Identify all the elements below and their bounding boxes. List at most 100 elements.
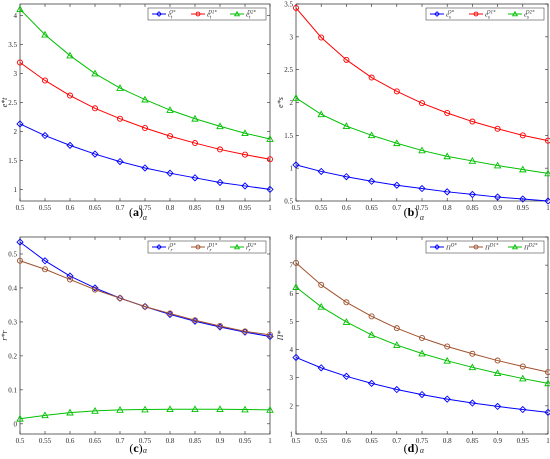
data-point [493, 193, 502, 201]
data-point [141, 405, 149, 413]
data-point [393, 385, 401, 394]
series-line [295, 286, 549, 384]
data-point [191, 140, 198, 147]
series-2 [16, 405, 274, 422]
data-point [318, 34, 325, 41]
legend-marker [195, 11, 201, 17]
series-line [19, 123, 271, 190]
plot-area [295, 3, 549, 202]
data-point [267, 156, 274, 163]
x-axis-label: α [143, 213, 148, 222]
legend-marker [233, 10, 241, 17]
y-tick-label: 0.1 [8, 386, 17, 394]
chart-panel-b: 0.5 0.55 0.6 0.65 0.7 0.75 0.8 0.85 0.9 0.95 1 0.5 1… [276, 1, 550, 222]
data-point [42, 266, 49, 273]
data-point [519, 363, 526, 370]
y-tick-label: 3 [14, 70, 18, 78]
data-point [166, 133, 173, 140]
data-point [266, 332, 274, 341]
data-point [342, 318, 351, 325]
chart-panel-c: 0.5 0.55 0.6 0.65 0.7 0.75 0.8 0.85 0.9 0.95 1 0 0.1… [0, 236, 274, 455]
y-tick-label: 1 [290, 431, 294, 439]
data-point [519, 165, 527, 173]
data-point [91, 105, 98, 112]
y-tick-label: 1.5 [8, 157, 17, 165]
data-point [241, 405, 249, 413]
legend-entry: esD1* [485, 11, 496, 21]
legend-box [425, 7, 545, 21]
legend-marker [511, 243, 519, 250]
y-tick-label: 3.5 [284, 1, 293, 9]
x-tick-label: 0.7 [116, 204, 125, 212]
data-point [292, 353, 300, 362]
data-point [468, 157, 477, 164]
y-tick-label: 0 [14, 420, 18, 428]
x-tick-label: 0.75 [139, 437, 152, 445]
data-point [317, 364, 325, 372]
data-point [66, 92, 73, 99]
data-point [469, 350, 476, 357]
data-point [393, 139, 401, 147]
series-0 [292, 161, 550, 205]
y-tick-label: 7 [290, 262, 294, 270]
x-tick-label: 0.55 [39, 204, 52, 212]
x-tick-label: 0.95 [517, 437, 530, 445]
data-point [66, 51, 74, 59]
series-1 [17, 59, 274, 163]
data-point [216, 322, 223, 329]
legend-entry: rrO* [168, 244, 176, 254]
y-tick-label: 1 [14, 186, 18, 194]
data-point [141, 303, 148, 310]
data-point [493, 161, 502, 169]
plot-area [19, 236, 271, 435]
y-axis-label: e*t [0, 97, 9, 108]
data-point [166, 310, 174, 319]
y-tick-label: 0.3 [8, 318, 17, 326]
data-point [292, 283, 300, 290]
data-point [191, 114, 199, 122]
data-point [419, 100, 426, 107]
series-0 [16, 120, 274, 194]
data-point [66, 276, 73, 283]
data-point [216, 122, 224, 130]
legend-marker [473, 11, 479, 17]
data-point [141, 164, 149, 172]
x-tick-label: 0.7 [116, 437, 125, 445]
data-point [166, 310, 173, 317]
data-point [292, 161, 300, 169]
data-point [293, 4, 300, 11]
x-axis-label: α [143, 446, 148, 455]
y-tick-label: 5 [290, 318, 294, 326]
data-point [16, 5, 24, 13]
series-line [295, 262, 549, 373]
data-point [267, 331, 274, 338]
data-point [91, 286, 98, 293]
data-point [418, 349, 426, 357]
series-line [295, 7, 549, 142]
data-point [393, 181, 401, 189]
data-point [519, 195, 527, 203]
data-point [292, 93, 300, 101]
panel-caption: (b) [404, 205, 419, 219]
x-tick-label: 0.55 [315, 204, 328, 212]
x-tick-label: 0.75 [139, 204, 152, 212]
series-line [295, 97, 549, 174]
y-tick-label: 2 [290, 402, 294, 410]
series-1 [293, 259, 550, 376]
data-point [41, 30, 49, 38]
x-axis-label: α [420, 446, 425, 455]
data-point [141, 124, 148, 131]
data-point [367, 131, 376, 139]
legend-entry: ΠD2* [523, 244, 538, 252]
legend-entry: esO* [446, 11, 454, 21]
data-point [342, 372, 351, 380]
x-tick-label: 0.8 [166, 437, 175, 445]
data-point [116, 295, 123, 302]
data-point [16, 120, 24, 128]
data-point [418, 390, 426, 399]
data-point [519, 374, 527, 382]
legend-box [147, 240, 267, 254]
y-tick-label: 0.4 [8, 284, 17, 292]
data-point [494, 125, 501, 132]
